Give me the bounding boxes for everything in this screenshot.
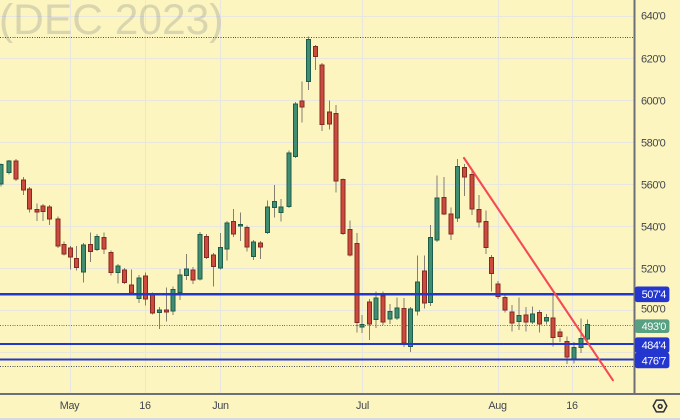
svg-text:May: May: [60, 400, 80, 412]
svg-text:640'0: 640'0: [641, 11, 666, 23]
svg-text:493'0: 493'0: [642, 321, 667, 333]
svg-text:600'0: 600'0: [641, 96, 666, 108]
svg-text:620'0: 620'0: [641, 54, 666, 66]
svg-text:580'0: 580'0: [641, 138, 666, 150]
svg-text:(DEC 2023): (DEC 2023): [0, 0, 223, 44]
svg-text:Aug: Aug: [488, 400, 507, 412]
svg-text:540'0: 540'0: [641, 222, 666, 234]
svg-text:484'4: 484'4: [642, 340, 667, 352]
svg-text:507'4: 507'4: [642, 289, 667, 301]
svg-text:Jul: Jul: [356, 400, 369, 412]
svg-text:520'0: 520'0: [641, 264, 666, 276]
svg-text:560'0: 560'0: [641, 180, 666, 192]
svg-text:500'0: 500'0: [641, 304, 666, 316]
svg-text:16: 16: [139, 400, 151, 412]
svg-text:16: 16: [566, 400, 578, 412]
svg-text:Jun: Jun: [212, 400, 229, 412]
svg-text:476'7: 476'7: [642, 355, 667, 367]
